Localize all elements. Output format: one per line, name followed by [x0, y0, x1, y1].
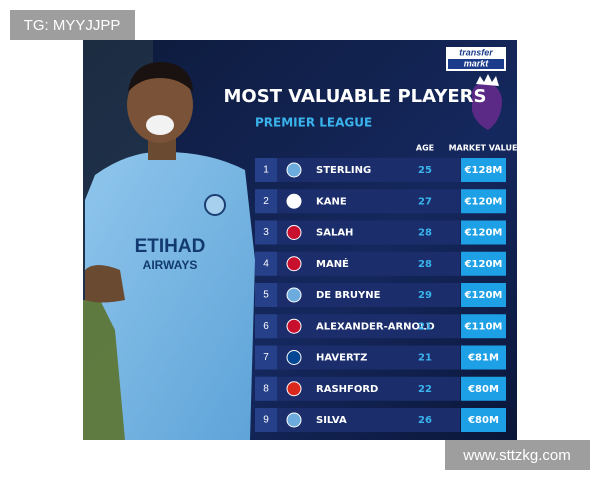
rank: 5 [263, 290, 269, 301]
watermark: TG: MYYJJPP [24, 17, 121, 34]
rank: 1 [263, 165, 269, 176]
market-value: €80M [467, 415, 499, 426]
age: 22 [418, 384, 432, 395]
market-value: €110M [464, 321, 503, 332]
value-cell [461, 158, 506, 182]
value-cell [461, 189, 506, 214]
value-cell [461, 251, 506, 276]
player-name: KANE [316, 196, 347, 207]
rank-cell [255, 408, 277, 432]
table: 1 STERLING 25 €128M 2 KANE 27 €120M 3 SALAH 28 €120… [255, 158, 506, 432]
rank-cell [255, 220, 277, 245]
player-name: SILVA [316, 415, 347, 426]
age: 21 [418, 353, 432, 364]
value-cell [461, 314, 506, 339]
value-cell [461, 345, 506, 370]
market-value: €120M [464, 259, 503, 270]
market-value: €128M [464, 165, 503, 176]
age: 28 [418, 228, 432, 239]
age: 28 [418, 259, 432, 270]
club-crest [286, 350, 302, 365]
value-cell [461, 408, 506, 432]
watermark: www.sttzkg.com [462, 447, 571, 464]
player-name: RASHFORD [316, 384, 378, 395]
logo-text: transfer [459, 47, 493, 57]
club-crest [286, 256, 302, 272]
club-crest [286, 381, 302, 397]
logo-text: markt [464, 58, 490, 68]
rank: 6 [263, 321, 269, 332]
player-name: ALEXANDER-ARNOLD [316, 321, 435, 332]
age: 25 [418, 165, 432, 176]
column-header: MARKET VALUE [449, 144, 518, 153]
value-cell [461, 283, 506, 307]
watermark-box [10, 10, 135, 40]
rank: 2 [263, 196, 269, 207]
market-value: €81M [467, 353, 499, 364]
rank: 7 [263, 352, 269, 363]
rank-cell [255, 376, 277, 401]
market-value: €80M [467, 384, 499, 395]
club-crest [286, 193, 302, 209]
rank: 3 [263, 227, 269, 238]
club-crest [286, 287, 302, 303]
shirt-sponsor: AIRWAYS [143, 258, 198, 272]
club-crest [286, 412, 302, 428]
rank: 8 [263, 383, 269, 394]
player-photo: ETIHAD AIRWAYS [83, 40, 255, 440]
subtitle: PREMIER LEAGUE [255, 116, 372, 130]
value-cell [461, 220, 506, 245]
age: 27 [418, 196, 432, 207]
club-crest [286, 318, 302, 334]
rank-cell [255, 251, 277, 276]
rank-cell [255, 158, 277, 182]
player-name: SALAH [316, 228, 353, 239]
club-crest [286, 225, 302, 240]
title: MOST VALUABLE PLAYERS [224, 86, 487, 107]
league-logo [471, 74, 502, 130]
club-crest [286, 162, 302, 178]
market-value: €120M [464, 196, 503, 207]
rank: 9 [263, 415, 269, 426]
watermark-box [445, 440, 590, 470]
column-header: AGE [416, 144, 434, 153]
market-value: €120M [464, 228, 503, 239]
market-value: €120M [464, 290, 503, 301]
age: 26 [418, 415, 432, 426]
player-name: MANÉ [316, 257, 349, 270]
player-name: HAVERTZ [316, 353, 367, 364]
rank-cell [255, 345, 277, 370]
shirt-sponsor: ETIHAD [135, 236, 206, 257]
rank-cell [255, 283, 277, 307]
age: 29 [418, 290, 432, 301]
player-name: DE BRUYNE [316, 290, 381, 301]
player-name: STERLING [316, 165, 371, 176]
rank-cell [255, 189, 277, 214]
value-cell [461, 376, 506, 401]
rank-cell [255, 314, 277, 339]
rank: 4 [263, 258, 269, 269]
age: 21 [418, 321, 432, 332]
logo-band [448, 59, 504, 69]
